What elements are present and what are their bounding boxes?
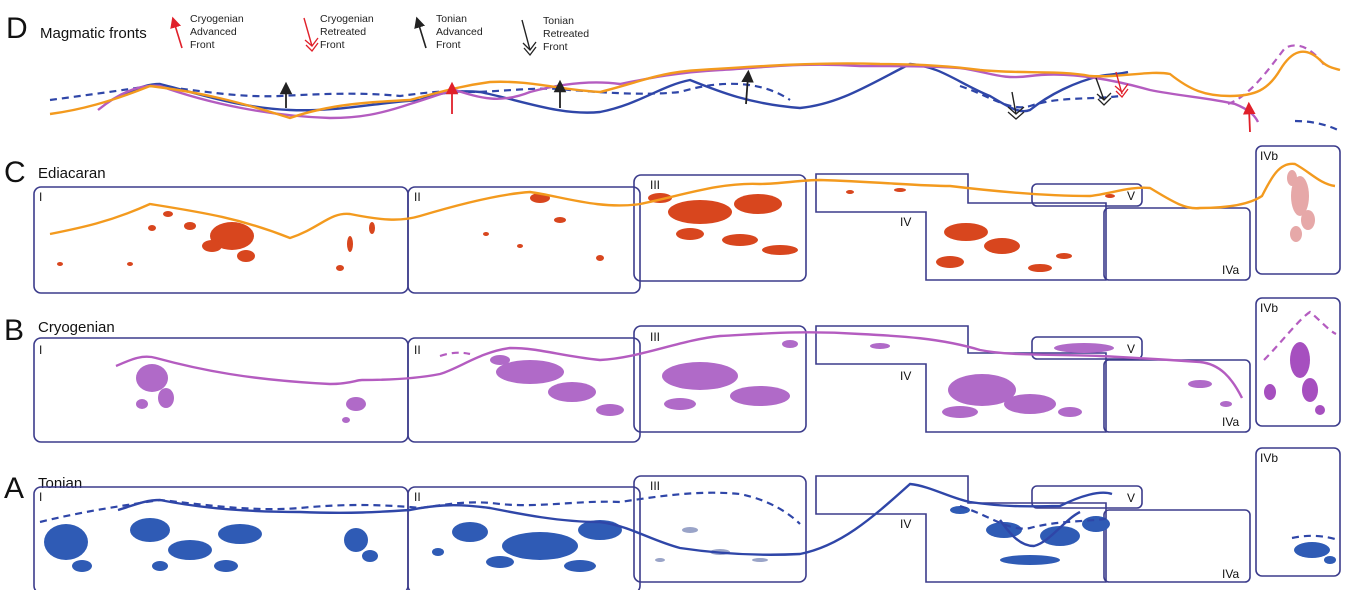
cryogenian-ivb-bodies xyxy=(1264,342,1325,415)
tonian-front xyxy=(119,62,1129,114)
tonian-dashed-front-far-east xyxy=(1294,119,1339,131)
cryogenian-magmatic-bodies xyxy=(136,340,1232,423)
panel-b-title: Cryogenian xyxy=(38,319,115,336)
region-label-iva: IVa xyxy=(1222,415,1239,429)
panel-d: D Magmatic fronts Cryogenian Advanced Fr… xyxy=(6,12,1341,133)
panel-b: B Cryogenian I II III IV V IVa IVb xyxy=(4,297,1341,443)
region-label-i: I xyxy=(39,343,42,357)
panel-b-letter: B xyxy=(4,314,24,347)
cryogenian-front xyxy=(97,63,1260,123)
region-label-ivb: IVb xyxy=(1260,149,1278,163)
region-box-ii xyxy=(407,486,641,590)
tonian-magmatic-bodies xyxy=(44,506,1110,572)
region-box-ii xyxy=(407,186,641,294)
legend-label-line2: Advanced xyxy=(190,26,237,38)
tonian-ivb-bodies xyxy=(1294,542,1336,564)
region-box-iv xyxy=(815,325,1107,433)
legend-item-cryogenian-advanced: Cryogenian Advanced Front xyxy=(170,13,244,51)
region-label-ii: II xyxy=(414,190,421,204)
region-label-iv: IV xyxy=(900,215,911,229)
region-box-iv xyxy=(815,475,1107,583)
cryogenian-front xyxy=(115,331,1244,399)
region-box-iva xyxy=(1103,509,1251,583)
region-label-iii: III xyxy=(650,330,660,344)
region-box-ivb xyxy=(1255,297,1341,427)
region-box-ii xyxy=(407,337,641,443)
region-label-iv: IV xyxy=(900,369,911,383)
legend-label-line3: Front xyxy=(543,41,568,53)
cryogenian-dashed-front xyxy=(1263,310,1337,361)
tonian-dashed-front-east xyxy=(959,504,1111,530)
region-label-iv: IV xyxy=(900,517,911,531)
region-label-ivb: IVb xyxy=(1260,301,1278,315)
tonian-retreated-arrow-icon xyxy=(521,19,531,51)
tonian-advanced-arrow-icon xyxy=(414,16,427,49)
region-box-v xyxy=(1031,336,1143,360)
ediacaran-front xyxy=(49,162,1336,240)
legend-label-line3: Front xyxy=(436,39,461,51)
tonian-retreated-arrow xyxy=(1007,91,1025,120)
region-label-v: V xyxy=(1127,491,1135,505)
panel-c-letter: C xyxy=(4,156,26,189)
ediacaran-ivb-bodies xyxy=(1287,170,1315,242)
region-label-ivb: IVb xyxy=(1260,451,1278,465)
panel-a-title: Tonian xyxy=(38,475,82,492)
region-label-v: V xyxy=(1127,342,1135,356)
ediacaran-magmatic-bodies xyxy=(57,188,1115,272)
legend-item-tonian-advanced: Tonian Advanced Front xyxy=(414,13,483,51)
region-label-ii: II xyxy=(414,343,421,357)
legend-label-line3: Front xyxy=(320,39,345,51)
region-label-v: V xyxy=(1127,189,1135,203)
panel-d-letter: D xyxy=(6,12,28,45)
cryogenian-retreated-arrow-icon xyxy=(303,17,313,47)
legend-label-line2: Advanced xyxy=(436,26,483,38)
region-box-iii xyxy=(633,475,807,583)
legend-label-line3: Front xyxy=(190,39,215,51)
legend-label-line1: Tonian xyxy=(543,15,574,27)
tonian-front xyxy=(117,482,1113,556)
region-label-i: I xyxy=(39,190,42,204)
legend-label-line1: Cryogenian xyxy=(190,13,244,25)
panel-c: C Ediacaran I II III IV V IVa IVb xyxy=(4,145,1341,294)
tonian-retreated-arrow xyxy=(1095,77,1112,106)
region-label-iva: IVa xyxy=(1222,567,1239,581)
legend: Cryogenian Advanced Front Cryogenian Ret… xyxy=(170,13,589,57)
cryogenian-retreated-arrow xyxy=(1114,71,1129,98)
legend-label-line2: Retreated xyxy=(320,26,366,38)
legend-item-cryogenian-retreated: Cryogenian Retreated Front xyxy=(303,13,374,52)
region-label-iii: III xyxy=(650,178,660,192)
region-box-i xyxy=(33,337,409,443)
region-box-iii xyxy=(633,174,807,282)
region-label-iva: IVa xyxy=(1222,263,1239,277)
region-box-iva xyxy=(1103,207,1251,281)
region-label-ii: II xyxy=(414,490,421,504)
region-box-iv xyxy=(815,173,1107,281)
panel-d-title: Magmatic fronts xyxy=(40,25,147,42)
region-box-ivb xyxy=(1255,447,1341,577)
cryogenian-dashed-front xyxy=(1227,44,1326,106)
tonian-advanced-arrow xyxy=(741,69,754,105)
region-box-iii xyxy=(633,325,807,433)
panel-a: A Tonian I II III IV V IVa IVb xyxy=(4,447,1341,590)
ediacaran-front xyxy=(49,50,1341,120)
panel-a-letter: A xyxy=(4,472,24,505)
legend-label-line1: Cryogenian xyxy=(320,13,374,25)
tonian-dashed-front-east xyxy=(959,84,1121,109)
cryogenian-advanced-arrow-icon xyxy=(170,16,183,49)
legend-label-line2: Retreated xyxy=(543,28,589,40)
cryogenian-advanced-arrow xyxy=(1242,101,1256,133)
region-box-v xyxy=(1031,485,1143,509)
region-box-ivb xyxy=(1255,145,1341,275)
tonian-front-dip xyxy=(999,510,1081,548)
cryogenian-dashed-front-west xyxy=(439,351,471,358)
panel-c-title: Ediacaran xyxy=(38,165,106,182)
region-label-i: I xyxy=(39,490,42,504)
legend-label-line1: Tonian xyxy=(436,13,467,25)
legend-item-tonian-retreated: Tonian Retreated Front xyxy=(521,15,589,57)
tonian-dashed-front-ivb xyxy=(1291,534,1339,542)
region-label-iii: III xyxy=(650,479,660,493)
